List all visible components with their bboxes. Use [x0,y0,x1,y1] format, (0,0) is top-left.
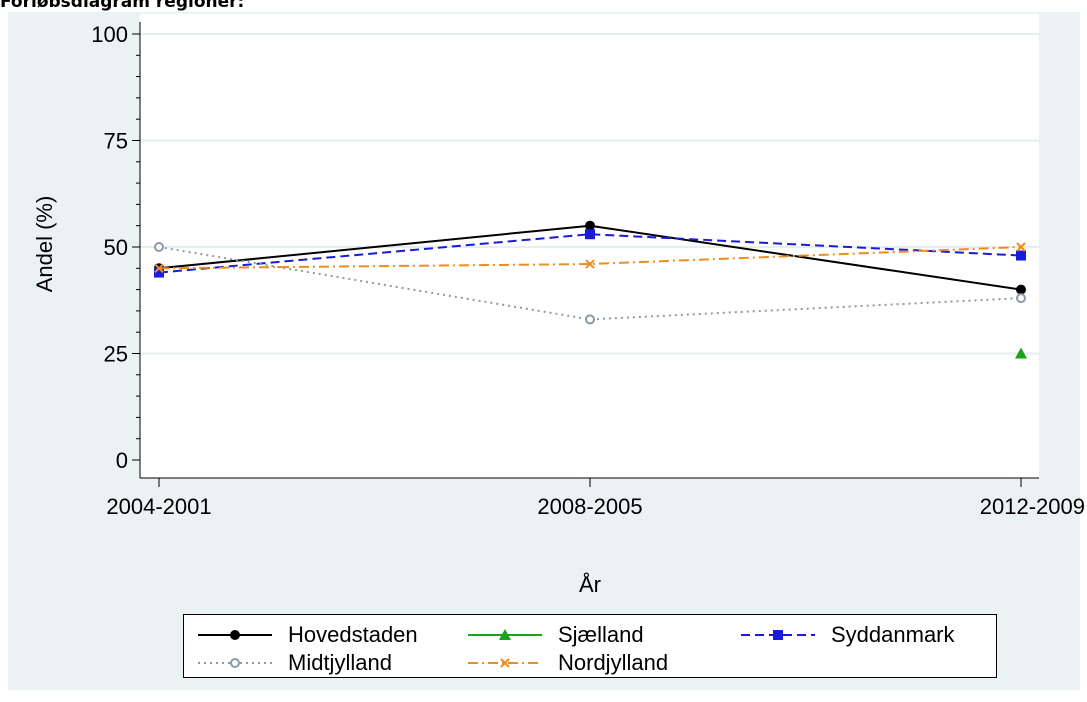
legend-marker [230,658,240,668]
data-point-syddanmark [154,267,164,278]
series-nordjylland [154,242,1026,274]
x-tick-label: 2012-2009 [980,494,1085,519]
y-tick-label: 25 [104,342,128,367]
legend-label-midtjylland: Midtjylland [288,650,392,675]
legend-key-midtjylland [198,658,272,668]
y-tick-label: 100 [91,22,128,47]
series-syddanmark [154,229,1026,278]
legend-marker [499,629,511,640]
legend-item-nordjylland: Nordjylland [466,650,669,675]
data-point-nordjylland [154,263,164,274]
series-line-nordjylland [158,246,1022,270]
legend-item-sjaelland: Sjælland [466,622,644,647]
series-lines [154,220,1027,359]
data-point-sjaelland [1015,347,1027,359]
series-line-syddanmark [158,233,1022,274]
x-axis-label: År [579,572,601,597]
legend-marker [500,658,510,668]
data-point-hovedstaden [585,220,595,231]
y-tick-label: 50 [104,235,128,260]
data-point-midtjylland [154,242,164,252]
data-point-nordjylland [1016,242,1026,252]
grid-lines [140,33,1039,355]
page-title: Forløbsdiagram regioner: [0,0,245,12]
data-point-syddanmark [1016,250,1026,261]
data-point-midtjylland [1016,293,1026,304]
legend-label-hovedstaden: Hovedstaden [288,622,418,647]
x-tick-label: 2008-2005 [537,494,642,519]
data-point-syddanmark [585,229,595,240]
legend-label-sjaelland: Sjælland [558,622,644,647]
series-line-midtjylland [158,246,1022,321]
y-tick-label: 75 [104,129,128,154]
legend-key-hovedstaden [198,630,272,640]
legend-marker [773,630,783,640]
x-tick-label: 2004-2001 [106,494,211,519]
data-point-midtjylland [585,314,595,325]
legend-key-syddanmark [741,630,815,640]
legend-label-nordjylland: Nordjylland [558,650,669,675]
legend-key-sjaelland [468,629,542,640]
legend-item-hovedstaden: Hovedstaden [196,622,418,647]
data-point-hovedstaden [1016,284,1026,295]
axes: 0 25 50 75 100 2004-2001 2008-2005 2012-2009 [91,22,1085,519]
legend-marker [230,630,240,640]
y-axis-label: Andel (%) [32,196,57,293]
legend-item-midtjylland: Midtjylland [196,650,392,675]
legend-item-syddanmark: Syddanmark [739,622,955,647]
legend-label-syddanmark: Syddanmark [831,622,955,647]
data-point-nordjylland [585,259,595,269]
legend-key-nordjylland [468,658,542,668]
series-sjaelland [1015,347,1027,359]
legend: Hovedstaden Sjælland Syddanmark Midtjyll… [183,614,997,678]
y-tick-label: 0 [116,448,128,473]
series-midtjylland [154,242,1026,325]
